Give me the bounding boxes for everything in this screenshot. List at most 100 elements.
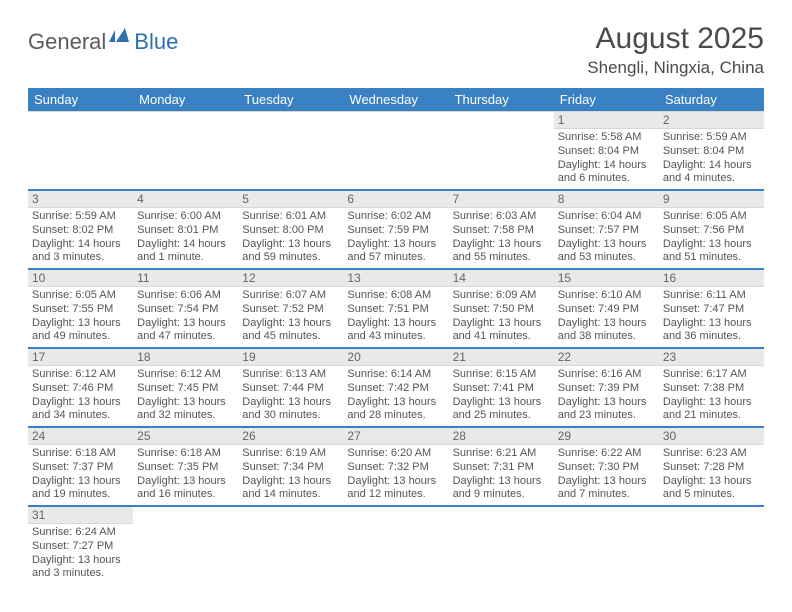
day-detail-line: Sunset: 7:44 PM: [242, 382, 339, 396]
day-number: 19: [238, 349, 343, 366]
day-details: Sunrise: 6:23 AMSunset: 7:28 PMDaylight:…: [659, 445, 764, 505]
calendar-cell: [133, 506, 238, 584]
day-details: [238, 128, 343, 186]
day-detail-line: Daylight: 13 hours and 47 minutes.: [137, 317, 234, 345]
calendar-cell: 3Sunrise: 5:59 AMSunset: 8:02 PMDaylight…: [28, 190, 133, 269]
day-detail-line: Sunrise: 6:11 AM: [663, 289, 760, 303]
day-detail-line: Sunrise: 6:07 AM: [242, 289, 339, 303]
day-detail-line: Sunrise: 6:16 AM: [558, 368, 655, 382]
day-detail-line: Sunset: 7:38 PM: [663, 382, 760, 396]
calendar-cell: 24Sunrise: 6:18 AMSunset: 7:37 PMDayligh…: [28, 427, 133, 506]
calendar-cell: [133, 112, 238, 191]
day-detail-line: Sunset: 7:45 PM: [137, 382, 234, 396]
day-detail-line: Daylight: 13 hours and 57 minutes.: [347, 238, 444, 266]
day-detail-line: Daylight: 13 hours and 23 minutes.: [558, 396, 655, 424]
title-block: August 2025 Shengli, Ningxia, China: [587, 22, 764, 78]
day-detail-line: Sunrise: 6:03 AM: [453, 210, 550, 224]
day-details: Sunrise: 6:02 AMSunset: 7:59 PMDaylight:…: [343, 208, 448, 268]
calendar-cell: 8Sunrise: 6:04 AMSunset: 7:57 PMDaylight…: [554, 190, 659, 269]
weekday-header: Wednesday: [343, 88, 448, 112]
day-detail-line: Sunrise: 6:24 AM: [32, 526, 129, 540]
calendar-cell: 23Sunrise: 6:17 AMSunset: 7:38 PMDayligh…: [659, 348, 764, 427]
day-detail-line: Daylight: 13 hours and 32 minutes.: [137, 396, 234, 424]
day-detail-line: Daylight: 13 hours and 38 minutes.: [558, 317, 655, 345]
calendar-cell: 13Sunrise: 6:08 AMSunset: 7:51 PMDayligh…: [343, 269, 448, 348]
day-detail-line: Sunrise: 6:15 AM: [453, 368, 550, 382]
day-number: [238, 112, 343, 128]
day-number: 29: [554, 428, 659, 445]
weekday-header: Saturday: [659, 88, 764, 112]
location-text: Shengli, Ningxia, China: [587, 58, 764, 78]
day-details: [449, 523, 554, 581]
day-detail-line: Daylight: 13 hours and 53 minutes.: [558, 238, 655, 266]
day-number: 16: [659, 270, 764, 287]
day-number: 6: [343, 191, 448, 208]
calendar-cell: 9Sunrise: 6:05 AMSunset: 7:56 PMDaylight…: [659, 190, 764, 269]
day-details: Sunrise: 6:10 AMSunset: 7:49 PMDaylight:…: [554, 287, 659, 347]
day-number: 14: [449, 270, 554, 287]
day-detail-line: Sunrise: 5:59 AM: [663, 131, 760, 145]
day-detail-line: Sunset: 7:37 PM: [32, 461, 129, 475]
day-detail-line: Daylight: 13 hours and 43 minutes.: [347, 317, 444, 345]
day-details: Sunrise: 6:21 AMSunset: 7:31 PMDaylight:…: [449, 445, 554, 505]
day-detail-line: Sunset: 7:57 PM: [558, 224, 655, 238]
day-details: Sunrise: 6:18 AMSunset: 7:37 PMDaylight:…: [28, 445, 133, 505]
calendar-cell: [28, 112, 133, 191]
day-detail-line: Sunset: 7:34 PM: [242, 461, 339, 475]
calendar-cell: [343, 112, 448, 191]
flag-icon: [109, 28, 131, 49]
day-number: [133, 507, 238, 523]
day-detail-line: Daylight: 13 hours and 7 minutes.: [558, 475, 655, 503]
day-number: 24: [28, 428, 133, 445]
day-number: 18: [133, 349, 238, 366]
day-detail-line: Daylight: 13 hours and 45 minutes.: [242, 317, 339, 345]
day-details: Sunrise: 6:24 AMSunset: 7:27 PMDaylight:…: [28, 524, 133, 584]
day-detail-line: Sunset: 7:52 PM: [242, 303, 339, 317]
day-details: Sunrise: 6:13 AMSunset: 7:44 PMDaylight:…: [238, 366, 343, 426]
day-detail-line: Sunset: 8:04 PM: [663, 145, 760, 159]
day-number: 10: [28, 270, 133, 287]
day-details: Sunrise: 5:59 AMSunset: 8:02 PMDaylight:…: [28, 208, 133, 268]
day-detail-line: Sunrise: 6:19 AM: [242, 447, 339, 461]
day-detail-line: Sunrise: 5:58 AM: [558, 131, 655, 145]
day-detail-line: Daylight: 13 hours and 34 minutes.: [32, 396, 129, 424]
day-details: Sunrise: 6:08 AMSunset: 7:51 PMDaylight:…: [343, 287, 448, 347]
day-details: Sunrise: 6:06 AMSunset: 7:54 PMDaylight:…: [133, 287, 238, 347]
day-detail-line: Daylight: 13 hours and 5 minutes.: [663, 475, 760, 503]
day-number: [343, 112, 448, 128]
day-detail-line: Daylight: 13 hours and 51 minutes.: [663, 238, 760, 266]
day-detail-line: Sunset: 7:27 PM: [32, 540, 129, 554]
day-number: 31: [28, 507, 133, 524]
day-details: Sunrise: 6:01 AMSunset: 8:00 PMDaylight:…: [238, 208, 343, 268]
calendar-cell: 11Sunrise: 6:06 AMSunset: 7:54 PMDayligh…: [133, 269, 238, 348]
calendar-cell: 16Sunrise: 6:11 AMSunset: 7:47 PMDayligh…: [659, 269, 764, 348]
day-details: [449, 128, 554, 186]
day-detail-line: Sunset: 7:35 PM: [137, 461, 234, 475]
day-details: Sunrise: 6:17 AMSunset: 7:38 PMDaylight:…: [659, 366, 764, 426]
day-details: Sunrise: 6:03 AMSunset: 7:58 PMDaylight:…: [449, 208, 554, 268]
day-number: 8: [554, 191, 659, 208]
day-detail-line: Sunrise: 6:17 AM: [663, 368, 760, 382]
day-detail-line: Daylight: 13 hours and 41 minutes.: [453, 317, 550, 345]
calendar-cell: 17Sunrise: 6:12 AMSunset: 7:46 PMDayligh…: [28, 348, 133, 427]
calendar-cell: 10Sunrise: 6:05 AMSunset: 7:55 PMDayligh…: [28, 269, 133, 348]
day-detail-line: Daylight: 13 hours and 21 minutes.: [663, 396, 760, 424]
day-detail-line: Daylight: 13 hours and 30 minutes.: [242, 396, 339, 424]
day-number: 11: [133, 270, 238, 287]
day-number: [449, 507, 554, 523]
day-number: 1: [554, 112, 659, 129]
day-number: 28: [449, 428, 554, 445]
calendar-week-row: 10Sunrise: 6:05 AMSunset: 7:55 PMDayligh…: [28, 269, 764, 348]
day-detail-line: Sunset: 7:59 PM: [347, 224, 444, 238]
calendar-cell: [554, 506, 659, 584]
weekday-header: Monday: [133, 88, 238, 112]
day-number: [238, 507, 343, 523]
day-number: 5: [238, 191, 343, 208]
calendar-cell: 4Sunrise: 6:00 AMSunset: 8:01 PMDaylight…: [133, 190, 238, 269]
day-details: Sunrise: 6:05 AMSunset: 7:55 PMDaylight:…: [28, 287, 133, 347]
day-detail-line: Daylight: 13 hours and 19 minutes.: [32, 475, 129, 503]
day-details: [343, 523, 448, 581]
day-details: Sunrise: 6:12 AMSunset: 7:46 PMDaylight:…: [28, 366, 133, 426]
day-detail-line: Sunrise: 6:23 AM: [663, 447, 760, 461]
calendar-cell: 26Sunrise: 6:19 AMSunset: 7:34 PMDayligh…: [238, 427, 343, 506]
